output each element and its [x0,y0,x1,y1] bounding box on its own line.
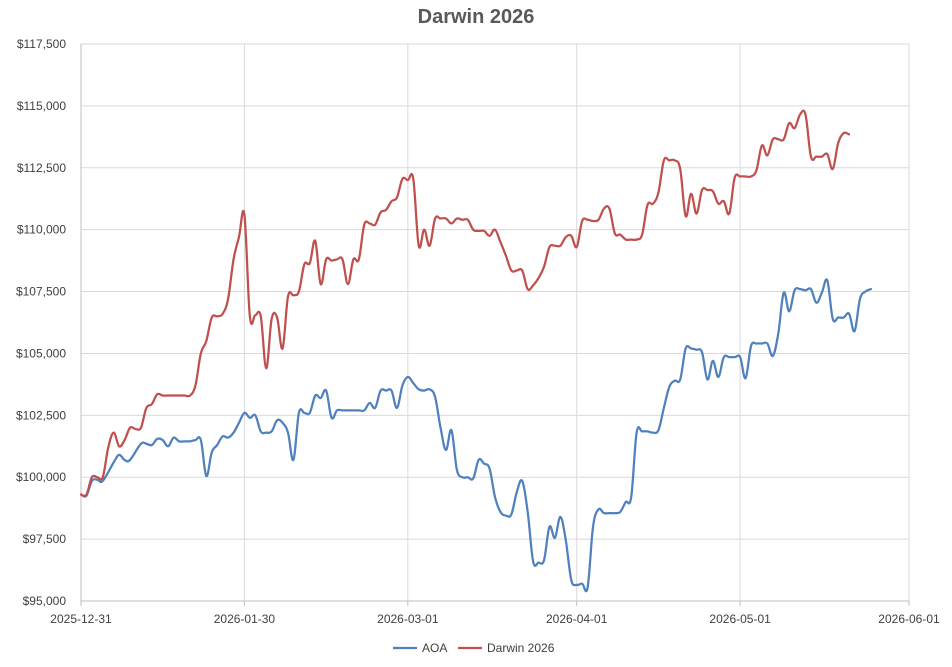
legend: AOA Darwin 2026 [393,641,555,655]
x-tick-label: 2026-06-01 [878,612,940,626]
y-tick-label: $100,000 [16,470,66,484]
y-tick-label: $105,000 [16,346,66,360]
x-tick-label: 2025-12-31 [50,612,112,626]
legend-label-aoa: AOA [422,641,447,655]
x-tick-label: 2026-03-01 [377,612,439,626]
y-tick-label: $97,500 [23,532,67,546]
y-tick-label: $117,500 [17,37,66,51]
series-line-aoa [79,278,872,593]
grid-layer [80,43,910,602]
axis-layer: $95,000 $97,500 $100,000 $102,500 $105,000 $1… [16,37,940,626]
x-tick-label: 2026-04-01 [546,612,608,626]
y-tick-label: $115,000 [17,99,66,113]
x-tick-label: 2026-01-30 [214,612,276,626]
y-tick-label: $102,500 [16,408,66,422]
y-tick-label: $95,000 [23,594,67,608]
series-layer [79,109,872,593]
y-tick-label: $110,000 [17,223,66,237]
y-tick-label: $112,500 [17,161,66,175]
chart-title: Darwin 2026 [417,6,535,28]
series-line-darwin-2026 [79,109,851,498]
x-tick-label: 2026-05-01 [709,612,771,626]
y-tick-label: $107,500 [16,285,66,299]
legend-label-darwin-2026: Darwin 2026 [487,641,555,655]
